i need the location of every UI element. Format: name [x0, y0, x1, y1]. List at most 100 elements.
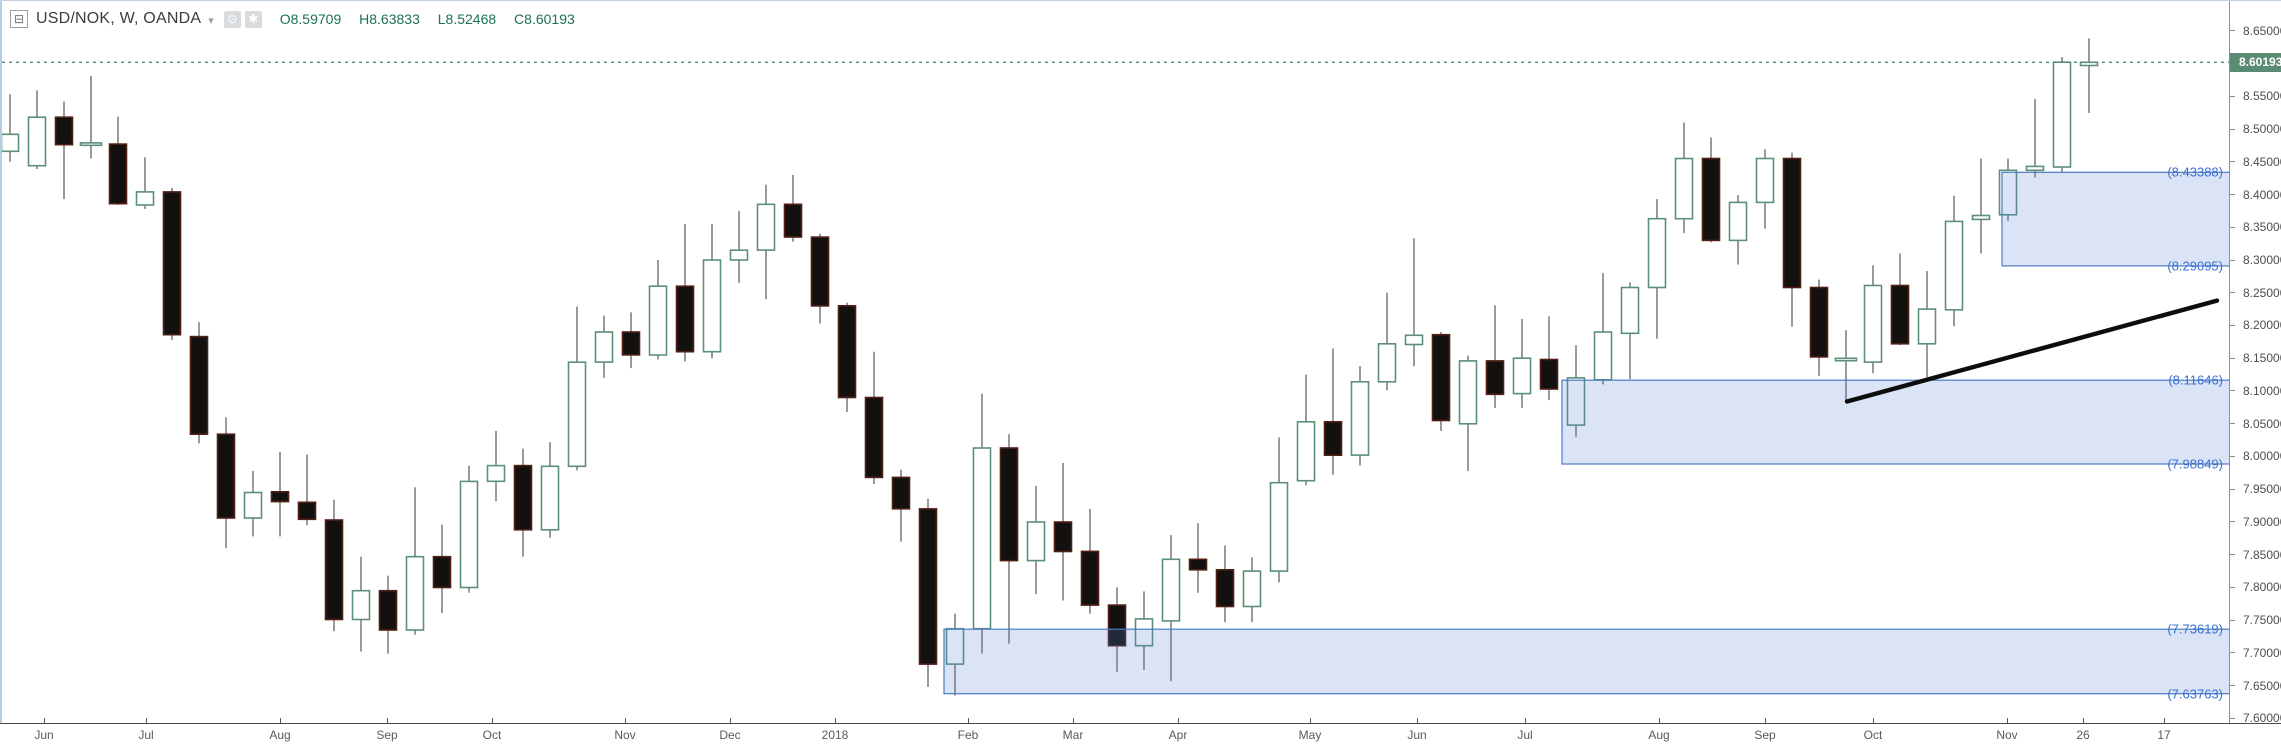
zone-middle[interactable]	[1561, 379, 2231, 465]
candle-body	[432, 555, 452, 589]
candle-body	[594, 331, 614, 363]
time-tick	[730, 718, 731, 723]
candle-body	[243, 491, 263, 519]
time-tick	[1073, 718, 1074, 723]
high-value: 8.63833	[369, 11, 420, 27]
candle-body	[1026, 521, 1046, 562]
price-tick	[2230, 30, 2235, 32]
symbol-title[interactable]: USD/NOK, W, OANDA	[36, 10, 202, 27]
candle-body	[783, 203, 803, 238]
candle-body	[54, 116, 74, 146]
candle-body	[216, 433, 236, 519]
chart-plot-area[interactable]	[0, 1, 2231, 723]
candle-body	[837, 304, 857, 399]
price-tick-label: 8.25000	[2243, 285, 2281, 300]
candle-body	[2052, 61, 2072, 168]
price-tick	[2230, 455, 2235, 457]
time-tick-label: Sep	[376, 728, 398, 742]
price-tick	[2230, 685, 2235, 687]
low-value: 8.52468	[445, 11, 497, 27]
low-label: L	[437, 11, 446, 27]
price-tick	[2230, 161, 2235, 163]
zone-middle-bottom-label: (7.98849)	[2167, 456, 2223, 472]
candle-body	[1269, 481, 1289, 572]
time-tick-label: 2018	[821, 728, 849, 742]
time-tick-label: Jul	[138, 728, 154, 742]
price-tick	[2230, 390, 2235, 392]
candle-body	[1107, 604, 1127, 647]
price-tick-label: 7.85000	[2243, 547, 2281, 562]
candle-body	[162, 191, 182, 336]
time-tick-label: Sep	[1754, 728, 1776, 742]
candle-body	[1890, 284, 1910, 345]
time-tick-label: Dec	[719, 728, 741, 742]
candle-body	[486, 464, 506, 483]
price-axis[interactable]: 8.650008.600008.550008.500008.450008.400…	[2229, 1, 2281, 725]
time-tick-label: 26	[2076, 728, 2090, 742]
price-tick-label: 7.75000	[2243, 613, 2281, 628]
candle-body	[864, 396, 884, 479]
time-tick	[625, 718, 626, 723]
price-tick-label: 8.10000	[2243, 383, 2281, 398]
time-tick-label: Apr	[1168, 728, 1188, 742]
candle-body	[567, 361, 587, 468]
candle-body	[2025, 165, 2045, 172]
time-tick-label: Mar	[1062, 728, 1084, 742]
price-tick-label: 8.20000	[2243, 318, 2281, 333]
price-tick	[2230, 717, 2235, 719]
time-tick	[1525, 718, 1526, 723]
price-tick-label: 7.65000	[2243, 678, 2281, 693]
candle-body	[1188, 558, 1208, 571]
candle-body	[513, 464, 533, 531]
candle-body	[648, 285, 668, 356]
candle-body	[1215, 568, 1235, 608]
time-tick	[1765, 718, 1766, 723]
price-tick-label: 8.30000	[2243, 253, 2281, 267]
price-tick-label: 7.80000	[2243, 580, 2281, 595]
time-tick-label: 17	[2157, 728, 2171, 742]
price-tick-label: 8.50000	[2243, 122, 2281, 137]
trendline[interactable]	[1844, 298, 2220, 404]
candle-body	[702, 259, 722, 353]
time-tick	[1310, 718, 1311, 723]
collapse-icon[interactable]: ⊟	[10, 10, 28, 28]
candle-body	[2, 133, 20, 153]
time-tick-label: Jul	[1517, 728, 1533, 742]
candle-body	[1834, 357, 1858, 362]
chevron-down-icon[interactable]: ▾	[208, 14, 214, 27]
time-tick-label: Nov	[1996, 728, 2018, 742]
time-tick	[280, 718, 281, 723]
candlestick-canvas[interactable]	[2, 1, 2231, 723]
time-tick	[2083, 718, 2084, 723]
candle-body	[378, 589, 398, 631]
time-tick	[2164, 718, 2165, 723]
candle-body	[1944, 220, 1964, 311]
price-tick-label: 8.65000	[2243, 23, 2281, 38]
time-tick	[44, 718, 45, 723]
settings-gear-icon[interactable]: ✱	[244, 10, 262, 28]
candle-body	[270, 490, 290, 503]
candle-body	[1053, 521, 1073, 553]
close-value: 8.60193	[524, 11, 575, 27]
candle-body	[621, 331, 641, 356]
candle-body	[1296, 420, 1316, 482]
time-axis[interactable]: Jun Jul Aug Sep Oct Nov Dec 2018 Feb Mar Apr May Jun…	[0, 718, 2281, 745]
price-tick-label: 8.35000	[2243, 220, 2281, 235]
time-tick-label: Aug	[269, 728, 291, 742]
candle-body	[1404, 334, 1424, 346]
price-tick-label: 8.40000	[2243, 187, 2281, 202]
price-tick	[2230, 357, 2235, 359]
candle-body	[1539, 358, 1559, 390]
snapshot-icon[interactable]: ⊙	[223, 10, 241, 28]
supply-zone-upper-top-label: (8.43388)	[2167, 164, 2223, 180]
time-tick	[1873, 718, 1874, 723]
price-tick-label: 8.05000	[2243, 416, 2281, 431]
zone-lower[interactable]	[943, 628, 2231, 695]
candle-body	[1080, 550, 1100, 606]
candle-body	[1134, 618, 1154, 647]
candle-body	[1674, 157, 1694, 220]
time-tick	[1178, 718, 1179, 723]
supply-zone-upper[interactable]	[2001, 171, 2231, 267]
candle-body	[1647, 217, 1667, 289]
